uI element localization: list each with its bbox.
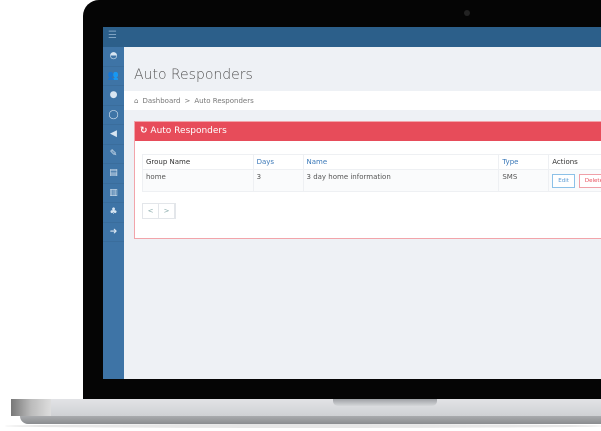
sidebar-item-7[interactable]: ▥ <box>103 184 124 203</box>
wrench-icon: ✎ <box>109 148 118 159</box>
panel-header: ↻ Auto Responders <box>135 122 601 141</box>
breadcrumb-current: Auto Responders <box>194 97 254 105</box>
sidebar-item-5[interactable]: ✎ <box>103 145 124 164</box>
delete-button[interactable]: Delete <box>578 174 601 188</box>
home-icon: ⌂ <box>134 97 139 105</box>
bar-chart-icon: ▥ <box>109 187 118 198</box>
col-actions: Actions <box>548 154 601 170</box>
camera <box>464 10 470 16</box>
sidebar-item-4[interactable]: ◀ <box>103 125 124 145</box>
cell-name: 3 day home information <box>302 169 500 192</box>
laptop-notch <box>333 399 437 406</box>
sidebar: ◓ 👥 ● ◯ ◀ ✎ ▤ ▥ ♣ ➜ <box>103 47 124 379</box>
table-header: Group Name Days Name Type Actions <box>142 154 601 170</box>
col-name[interactable]: Name <box>302 154 500 170</box>
document-icon: ▤ <box>109 168 118 179</box>
auto-responders-panel: ↻ Auto Responders Group Name Days Name T… <box>134 121 601 239</box>
laptop-shadow <box>5 424 601 428</box>
cell-type: SMS <box>498 169 550 192</box>
cell-actions: EditDelete <box>548 169 601 192</box>
refresh-icon: ↻ <box>140 126 148 136</box>
edit-button[interactable]: Edit <box>552 174 575 188</box>
screen: ☰ ◓ 👥 ● ◯ ◀ ✎ ▤ ▥ ♣ ➜ Auto Responders ⌂ Dashboard >… <box>103 27 601 379</box>
auto-responders-table: Group Name Days Name Type Actions home 3… <box>142 154 601 192</box>
sidebar-item-8[interactable]: ♣ <box>103 203 124 223</box>
sidebar-item-0[interactable]: ◓ <box>103 47 124 67</box>
cell-days: 3 <box>252 169 304 192</box>
topbar: ☰ <box>103 27 601 47</box>
megaphone-icon: ◀ <box>110 129 117 140</box>
col-type[interactable]: Type <box>498 154 550 170</box>
laptop-base <box>11 399 601 416</box>
table-row: home 3 3 day home information SMS Edit De… <box>142 169 601 192</box>
laptop-base-edge <box>20 416 601 424</box>
prev-page-button[interactable]: < <box>143 204 159 218</box>
logout-icon: ➜ <box>109 226 118 237</box>
page-title: Auto Responders <box>134 67 253 83</box>
dashboard-icon: ◓ <box>109 51 118 62</box>
sidebar-item-6[interactable]: ▤ <box>103 164 124 184</box>
col-days[interactable]: Days <box>252 154 304 170</box>
sidebar-item-2[interactable]: ● <box>103 86 124 106</box>
col-group-name: Group Name <box>142 154 254 170</box>
next-page-button[interactable]: > <box>159 204 175 218</box>
users-icon: 👥 <box>107 70 120 81</box>
chat-icon: ◯ <box>108 109 119 120</box>
sidebar-item-3[interactable]: ◯ <box>103 106 124 125</box>
panel-title: Auto Responders <box>150 126 227 136</box>
user-icon: ● <box>109 90 118 101</box>
cell-group: home <box>142 169 254 192</box>
sitemap-icon: ♣ <box>109 207 118 218</box>
breadcrumb-dashboard[interactable]: Dashboard <box>142 97 181 105</box>
breadcrumb-separator: > <box>184 97 191 105</box>
sidebar-item-9[interactable]: ➜ <box>103 223 124 242</box>
hamburger-icon[interactable]: ☰ <box>108 30 117 41</box>
pagination: < > <box>142 203 176 219</box>
breadcrumb: ⌂ Dashboard > Auto Responders <box>124 91 601 110</box>
sidebar-item-1[interactable]: 👥 <box>103 67 124 86</box>
